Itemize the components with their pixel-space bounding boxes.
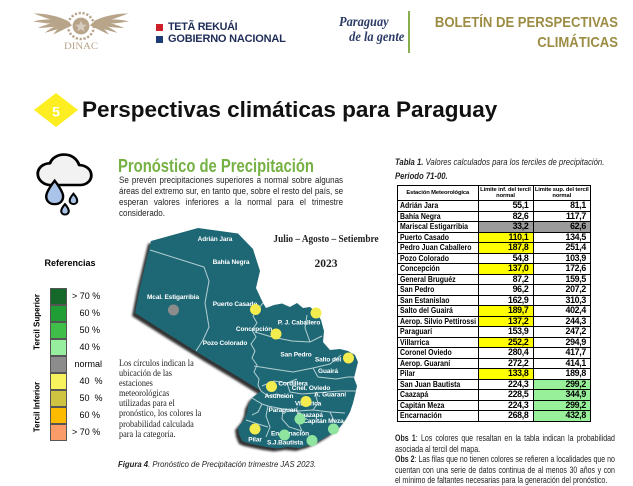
svg-text:Encarnación: Encarnación [271,431,309,438]
svg-text:Bahía Negra: Bahía Negra [213,259,250,266]
svg-text:San Pedro: San Pedro [280,352,311,359]
svg-text:Salto del: Salto del [315,357,341,364]
svg-text:Capitán Meza: Capitán Meza [303,418,344,425]
svg-text:Paraguarí: Paraguarí [268,407,297,414]
svg-text:5: 5 [52,104,60,120]
svg-text:DINAC: DINAC [64,42,98,52]
svg-text:Pilar: Pilar [248,437,262,444]
svg-text:Puerto Casado: Puerto Casado [213,301,258,308]
svg-text:A. Guaraní: A. Guaraní [314,392,346,399]
svg-text:Guairá: Guairá [318,368,338,375]
svg-text:Cordillera: Cordillera [278,381,308,388]
svg-text:P. J. Caballero: P. J. Caballero [278,320,321,327]
svg-text:Caazapá: Caazapá [297,412,323,419]
svg-text:Mcal. Estigarribia: Mcal. Estigarribia [147,294,200,301]
svg-text:Cnel. Oviedo: Cnel. Oviedo [292,385,331,392]
svg-text:Asunción: Asunción [265,393,294,400]
svg-text:Adrián Jara: Adrián Jara [198,236,233,243]
svg-text:S.J.Bautista: S.J.Bautista [267,440,303,447]
svg-text:Concepción: Concepción [236,326,272,333]
svg-text:Pozo Colorado: Pozo Colorado [203,340,248,347]
